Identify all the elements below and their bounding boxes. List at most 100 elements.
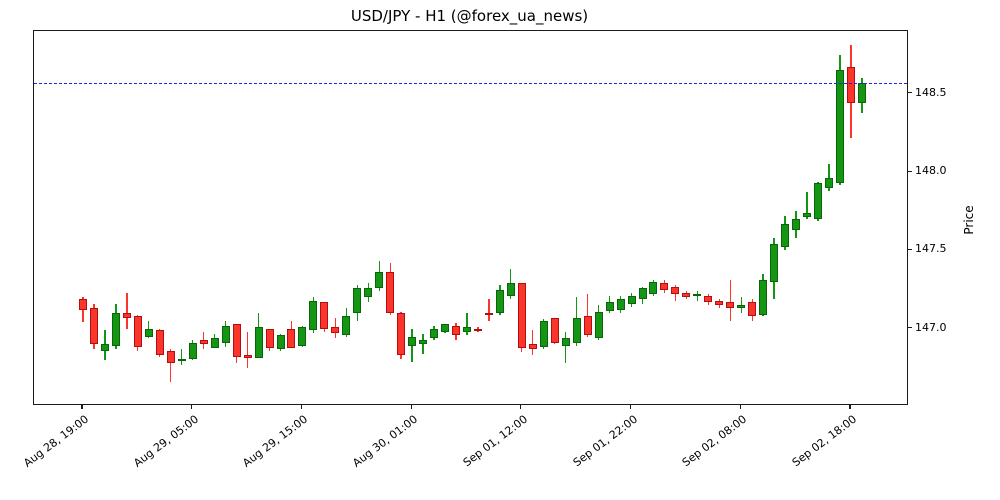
x-tick-mark [300,404,303,409]
candle-body-down [846,67,855,103]
x-tick-label: Aug 29, 15:00 [240,412,311,470]
x-tick-label: Sep 01, 12:00 [460,412,530,470]
chart-title: USD/JPY - H1 (@forex_ua_news) [350,7,589,25]
candle-body-down [473,328,482,331]
y-tick-label: 148.0 [915,164,947,178]
candle-body-down [90,308,98,345]
candle-body-up [177,358,186,361]
candle-body-down [386,272,395,314]
candle-body-down [583,316,592,335]
x-tick-label: Sep 01, 22:00 [570,412,640,470]
candle-body-down [715,300,724,306]
candle-body-up [506,283,515,296]
candle-body-up [408,336,417,346]
x-tick-mark [191,404,193,409]
candle-body-up [803,212,811,218]
candle-body-up [561,338,570,346]
candle-body-up [638,288,647,299]
candle-body-up [616,299,625,310]
candle-body-up [144,328,153,337]
candle-body-up [309,300,318,331]
candle-body-down [133,316,142,348]
candle-wick [586,294,589,337]
candle-body-down [199,339,208,345]
candle-body-down [320,302,329,329]
candle-body-up [649,281,658,295]
candle-body-down [265,328,274,348]
x-tick-mark [849,404,851,409]
candle-body-down [331,327,340,334]
candle-body-up [572,317,581,343]
y-tick-mark [907,170,912,172]
candle-wick [488,299,490,321]
candle-body-down [550,317,559,343]
candle-body-down [79,299,87,310]
candle-body-up [825,178,833,188]
candle-wick [806,192,808,219]
candle-body-down [287,328,296,348]
candle-body-up [342,316,351,335]
candle-wick [126,292,128,329]
candle-body-up [210,338,219,348]
candle-body-down [671,286,680,295]
y-axis-title: Price [962,205,976,235]
candle-body-up [419,339,428,345]
candle-wick [729,280,731,321]
candle-wick [740,297,742,314]
y-tick-mark [907,248,912,251]
plot-area [33,30,908,405]
candle-body-down [726,302,735,309]
candle-wick [181,349,183,365]
candle-body-up [364,288,373,298]
candle-body-up [759,280,768,315]
candle-body-up [814,183,822,219]
y-tick-label: 147.0 [915,320,947,334]
candle-body-up [463,327,471,332]
candle-body-up [627,295,636,304]
candle-body-up [254,327,263,359]
candle-body-up [276,335,285,350]
candle-body-up [605,302,614,312]
candle-body-up [781,223,790,248]
candle-wick [532,330,534,356]
candle-body-up [693,294,702,297]
candle-body-up [353,288,362,314]
candle-body-up [441,324,449,332]
candle-body-up [737,305,746,309]
candle-body-down [243,355,252,359]
x-tick-mark [739,404,741,409]
x-tick-label: Sep 02, 18:00 [789,412,859,470]
candle-body-down [682,292,691,298]
candle-wick [466,313,468,335]
candle-wick [565,331,567,364]
candle-body-down [155,330,164,356]
candle-body-up [495,289,504,314]
candle-body-up [188,342,197,359]
x-tick-mark [629,404,632,409]
candle-body-down [528,344,537,350]
candle-body-up [298,327,307,346]
y-tick-mark [907,327,912,329]
candle-body-up [594,311,603,339]
candle-body-down [517,283,526,348]
candle-body-up [539,320,548,348]
candle-wick [828,164,830,191]
x-tick-label: Aug 28, 19:00 [21,412,92,470]
candle-body-down [660,283,669,290]
candle-body-down [704,295,713,303]
x-tick-label: Aug 29, 05:00 [130,412,201,470]
candle-body-up [835,70,844,183]
candle-body-down [397,313,406,356]
candle-body-up [792,219,801,231]
candle-body-up [375,272,384,289]
candle-body-down [166,350,175,364]
candle-body-up [770,244,779,282]
x-tick-label: Aug 30, 01:00 [350,412,421,470]
candle-body-up [857,82,866,104]
candle-body-down [748,302,757,317]
candle-body-up [221,325,230,343]
candle-wick [170,349,172,382]
price-level-line [34,82,907,84]
candle-body-up [430,328,438,339]
